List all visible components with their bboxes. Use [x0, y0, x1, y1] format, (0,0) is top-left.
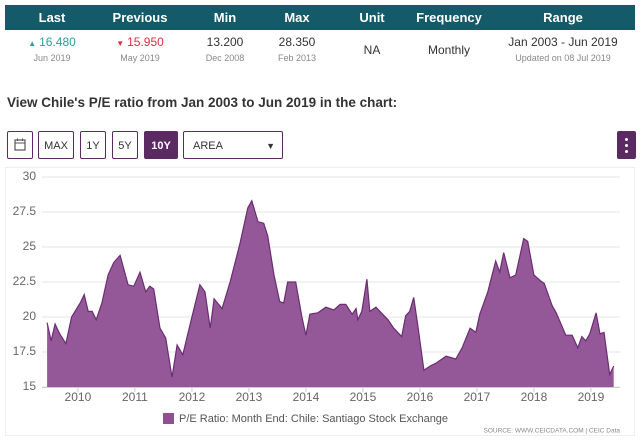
value-text: 15.950 — [127, 35, 164, 49]
y-tick-label: 15 — [23, 379, 37, 393]
last-value: ▲ 16.480 — [28, 35, 76, 49]
legend-swatch — [163, 413, 174, 424]
source-note: SOURCE: WWW.CEICDATA.COM | CEIC Data — [483, 428, 620, 435]
min-value: 13.200 — [206, 35, 244, 49]
heading: View Chile's P/E ratio from Jan 2003 to … — [7, 95, 398, 110]
legend-label: P/E Ratio: Month End: Chile: Santiago St… — [179, 413, 448, 425]
y-tick-label: 17.5 — [13, 344, 37, 358]
chart-type-dropdown[interactable]: AREA ▼ — [183, 131, 283, 159]
x-tick-label: 2012 — [179, 390, 206, 404]
previous-value: ▼ 15.950 — [116, 35, 164, 49]
range-button-active[interactable]: 10Y — [144, 131, 178, 159]
x-tick-label: 2017 — [464, 390, 491, 404]
y-tick-label: 25 — [23, 239, 37, 253]
range-value: Jan 2003 - Jun 2019 — [508, 35, 618, 49]
range-button[interactable]: 1Y — [80, 131, 106, 159]
x-tick-label: 2016 — [407, 390, 434, 404]
x-tick-label: 2018 — [521, 390, 548, 404]
x-tick-label: 2019 — [578, 390, 605, 404]
header-cell: Max — [284, 10, 310, 25]
area-fill — [47, 200, 614, 387]
header-cell: Previous — [112, 10, 168, 25]
max-value: 28.350 — [278, 35, 316, 49]
x-tick-label: 2010 — [65, 390, 92, 404]
range-button[interactable]: MAX — [38, 131, 74, 159]
range-button[interactable]: 5Y — [112, 131, 138, 159]
down-arrow: ▼ — [116, 39, 125, 48]
header-cell: Range — [543, 10, 583, 25]
x-tick-label: 2011 — [122, 390, 148, 404]
calendar-button[interactable] — [7, 131, 33, 159]
value-date: May 2019 — [120, 53, 160, 63]
value-date: Jun 2019 — [33, 53, 71, 63]
x-tick-label: 2015 — [350, 390, 377, 404]
dropdown-text: AREA — [193, 140, 223, 152]
updated-date: Updated on 08 Jul 2019 — [515, 53, 611, 63]
header-cell: Last — [38, 10, 66, 25]
value-date: Feb 2013 — [277, 53, 317, 63]
menu-button[interactable] — [617, 131, 636, 159]
y-tick-label: 27.5 — [13, 204, 37, 218]
x-tick-label: 2014 — [293, 390, 320, 404]
chart-frame — [5, 167, 635, 436]
value-text: 16.480 — [39, 35, 76, 49]
calendar-icon — [14, 138, 26, 151]
area-line — [46, 199, 615, 378]
y-tick-label: 22.5 — [13, 274, 37, 288]
unit-value: NA — [363, 43, 381, 57]
frequency-value: Monthly — [427, 43, 471, 57]
x-tick-label: 2013 — [236, 390, 263, 404]
table-header — [5, 5, 635, 30]
header-cell: Min — [213, 10, 237, 25]
header-cell: Frequency — [416, 10, 482, 25]
value-date: Dec 2008 — [205, 53, 245, 63]
dropdown-caret: ▼ — [266, 141, 275, 151]
up-arrow: ▲ — [28, 39, 37, 48]
y-tick-label: 30 — [23, 169, 37, 183]
y-tick-label: 20 — [23, 309, 37, 323]
header-cell: Unit — [359, 10, 385, 25]
